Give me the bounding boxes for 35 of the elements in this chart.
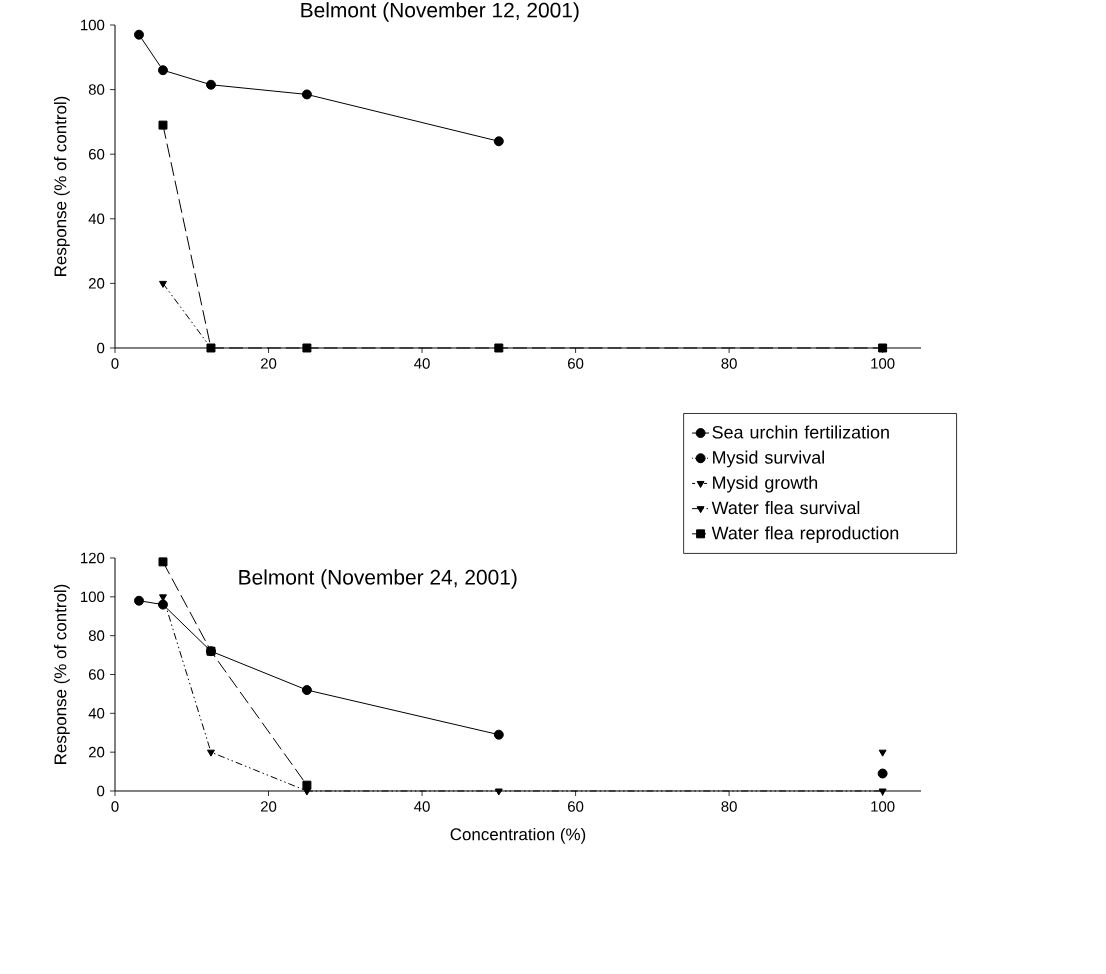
x-tick-label: 60 [568, 801, 584, 812]
x-tick-label: 0 [111, 358, 119, 369]
legend-label: Sea urchin fertilization [712, 425, 889, 439]
y-axis-title: Response (% of control) [53, 584, 70, 764]
y-tick-label: 120 [81, 552, 105, 564]
y-tick-label: 20 [88, 746, 105, 758]
legend-label: Water flea survival [711, 501, 860, 515]
x-tick-label: 80 [721, 358, 737, 369]
legend-label: Mysid survival [713, 450, 824, 468]
y-tick-label: 40 [88, 708, 105, 719]
y-tick-label: 20 [88, 278, 105, 289]
x-tick-label: 100 [871, 801, 895, 812]
y-tick-label: 60 [88, 148, 105, 160]
legend-label: Mysid growth [713, 475, 818, 493]
x-tick-label: 20 [260, 358, 277, 369]
text: Belmont (November 24, 2001) [239, 569, 517, 589]
y-axis-title: Response (% of control) [53, 96, 70, 276]
chart-title: Belmont (November 12, 2001) [301, 2, 579, 22]
x-tick-label: 100 [871, 358, 895, 369]
x-tick-label: 40 [414, 801, 430, 812]
x-tick-label: 80 [721, 801, 737, 812]
x-axis-title: Concentration (%) [450, 827, 586, 844]
x-tick-label: 40 [414, 358, 430, 369]
y-tick-label: 60 [88, 669, 105, 680]
x-tick-label: 0 [111, 801, 119, 812]
x-tick-label: 20 [260, 801, 277, 812]
y-tick-label: 0 [97, 342, 105, 354]
legend-label: Water flea reproduction [711, 526, 899, 543]
y-tick-label: 80 [88, 630, 105, 641]
y-tick-label: 0 [97, 785, 105, 797]
y-tick-label: 40 [88, 213, 105, 225]
y-tick-label: 100 [81, 591, 105, 603]
y-tick-label: 100 [81, 19, 105, 31]
x-tick-label: 60 [568, 358, 584, 369]
y-tick-label: 80 [88, 84, 105, 95]
